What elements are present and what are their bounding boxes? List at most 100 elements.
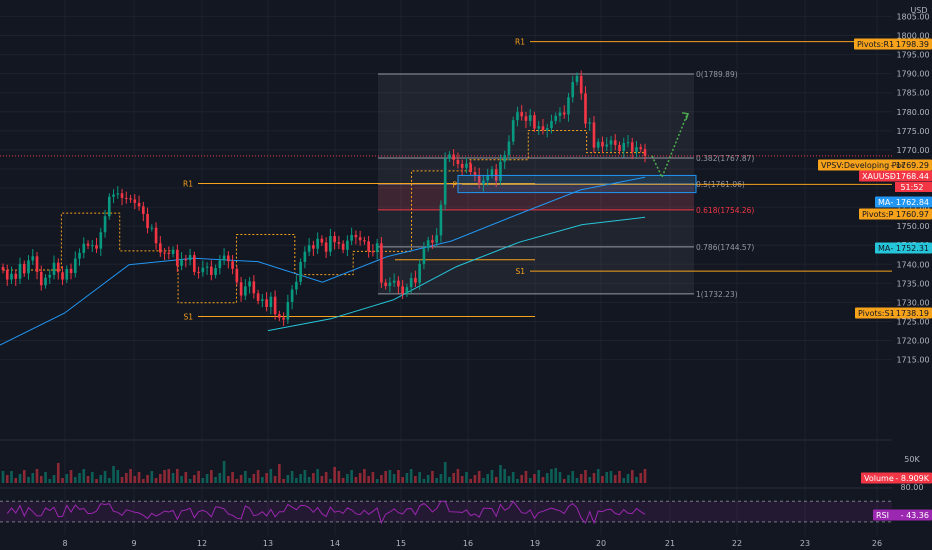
- candlestick-series: [1, 70, 647, 326]
- candle-body: [643, 149, 647, 156]
- date-tick-label: 21: [665, 539, 675, 548]
- candle-body: [320, 238, 324, 243]
- fib-level-label: 0.786(1744.57): [696, 243, 754, 252]
- candle-body: [286, 302, 290, 320]
- candle-body: [69, 268, 73, 274]
- candle-body: [201, 267, 205, 273]
- candle-body: [35, 256, 39, 272]
- candle-body: [516, 112, 519, 121]
- candle-body: [146, 213, 149, 229]
- candle-body: [473, 172, 477, 176]
- candle-body: [392, 280, 396, 283]
- candle-body: [571, 82, 575, 98]
- candle-body: [171, 249, 175, 254]
- arrow-head: [681, 112, 689, 121]
- candle-body: [103, 216, 107, 233]
- candle-body: [282, 317, 285, 320]
- candle-body: [350, 234, 353, 241]
- tag-value: - 1760.97: [890, 210, 929, 219]
- candle-body: [358, 237, 362, 241]
- date-axis[interactable]: 8 9 12 13 14 15 16 19 20 21 22 23 26: [62, 539, 882, 548]
- price-tick-label: 1790.00: [896, 70, 929, 79]
- chart-grid: [0, 0, 892, 535]
- candle-body: [56, 262, 60, 273]
- candle-body: [307, 245, 311, 252]
- candle-body: [141, 206, 145, 214]
- pivot-label: S1: [515, 267, 525, 276]
- candle-body: [188, 255, 192, 261]
- tag-vpsv: VPSV:Developing Poc- 1769.29: [818, 159, 932, 171]
- annotations[interactable]: [457, 112, 697, 194]
- support-box[interactable]: [457, 174, 697, 194]
- price-tick-label: 1735.00: [896, 279, 929, 288]
- candle-body: [537, 126, 541, 129]
- candle-body: [99, 232, 103, 249]
- candle-body: [541, 126, 545, 131]
- candle-body: [231, 261, 234, 269]
- candle-body: [588, 122, 592, 124]
- candle-body: [48, 274, 52, 278]
- rsi-band: [0, 501, 892, 522]
- candle-body: [167, 252, 171, 254]
- candle-body: [545, 128, 549, 131]
- candle-body: [107, 196, 111, 217]
- price-tick-label: 1740.00: [896, 260, 929, 269]
- candle-body: [639, 147, 643, 150]
- candle-body: [214, 268, 217, 275]
- fib-level-label: 0(1789.89): [696, 70, 738, 79]
- candle-body: [295, 281, 298, 290]
- tag-value: - 8.909K: [895, 474, 929, 483]
- candle-body: [239, 282, 243, 296]
- candle-body: [622, 143, 626, 152]
- candle-body: [426, 240, 430, 249]
- price-tick-label: 1795.00: [896, 51, 929, 60]
- developing-poc-step: [3, 129, 645, 304]
- candle-body: [443, 158, 447, 205]
- tag-name: MA: [878, 198, 891, 207]
- tag-name: Pivots:S1: [858, 309, 895, 318]
- tag-name: Pivots:P: [862, 210, 894, 219]
- date-tick-label: 19: [530, 539, 540, 548]
- candle-body: [227, 255, 230, 262]
- candle-body: [10, 273, 13, 280]
- candle-body: [316, 238, 319, 249]
- candle-body: [120, 193, 124, 198]
- pivot-label: S1: [183, 313, 193, 322]
- candle-body: [137, 202, 141, 207]
- candle-body: [14, 273, 18, 279]
- candle-body: [222, 255, 226, 261]
- rsi-pane: 80.00: [0, 483, 923, 525]
- candle-body: [73, 258, 77, 274]
- candle-body: [401, 286, 404, 294]
- tag-name: RSI: [876, 511, 889, 520]
- candle-body: [562, 112, 566, 115]
- candle-body: [567, 97, 570, 115]
- candle-body: [95, 245, 98, 249]
- tag-value: - 1769.29: [890, 161, 929, 170]
- date-tick-label: 16: [463, 539, 473, 548]
- candle-body: [218, 260, 222, 269]
- price-tick-label: 1755.00: [896, 203, 929, 212]
- projection-arrow[interactable]: [651, 114, 688, 180]
- candle-body: [414, 278, 417, 283]
- candle-body: [184, 259, 188, 261]
- pivot-label: R1: [515, 38, 525, 47]
- price-tick-label: 1805.00: [896, 12, 929, 21]
- candle-body: [384, 282, 387, 287]
- date-tick-label: 9: [131, 539, 136, 548]
- candle-body: [528, 115, 532, 121]
- candle-body: [197, 271, 200, 273]
- candle-body: [78, 252, 81, 259]
- tag-value: - 1768.44: [890, 172, 929, 181]
- candle-body: [499, 161, 502, 181]
- candle-body: [554, 115, 558, 121]
- date-tick-label: 26: [872, 539, 882, 548]
- tag-name: Pivots:R1: [857, 40, 894, 49]
- candle-body: [618, 144, 621, 152]
- candle-body: [256, 293, 260, 301]
- tag-rsi: RSI - 43.36: [873, 509, 932, 521]
- candle-body: [61, 272, 64, 280]
- candle-body: [180, 259, 183, 266]
